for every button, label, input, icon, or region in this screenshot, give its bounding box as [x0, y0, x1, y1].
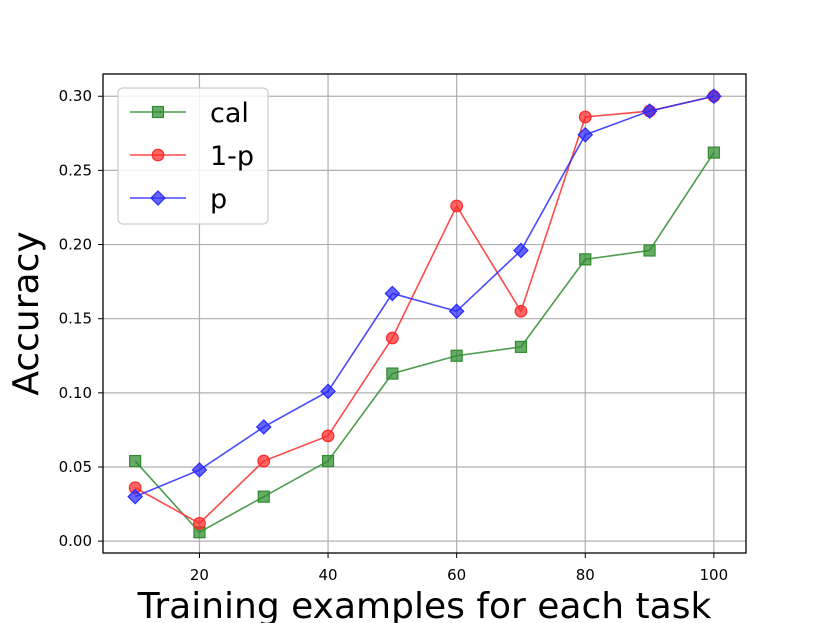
data-point-diamond: [706, 88, 722, 105]
legend-entry-cal: cal: [130, 98, 249, 129]
data-point-circle: [514, 304, 528, 318]
y-tick-label: 0.00: [59, 532, 92, 550]
data-point-diamond: [320, 383, 336, 400]
y-tick-label: 0.25: [59, 161, 92, 179]
data-point-diamond: [577, 126, 594, 143]
data-point-square: [643, 244, 656, 257]
data-point-square: [321, 454, 335, 468]
data-point-diamond: [448, 303, 465, 320]
x-tick-label: 100: [700, 566, 729, 584]
data-point-square: [707, 146, 720, 159]
series-line: [134, 95, 715, 498]
legend-label: 1-p: [210, 141, 254, 172]
y-tick-label: 0.05: [59, 458, 92, 476]
legend-label: p: [210, 184, 227, 215]
data-point-square: [386, 367, 399, 380]
data-point-circle: [385, 331, 399, 345]
legend-entry-1-p: 1-p: [130, 141, 254, 172]
legend-marker-square: [151, 105, 165, 119]
y-tick-label: 0.10: [59, 384, 92, 402]
data-point-circle: [450, 199, 464, 213]
x-tick-label: 60: [447, 566, 466, 584]
data-point-circle: [321, 429, 335, 443]
data-point-diamond: [641, 103, 658, 119]
data-point-diamond: [191, 462, 208, 478]
data-point-diamond: [384, 285, 401, 302]
legend-box: [117, 87, 269, 225]
axis-ticks: 20 40 60 80 100 0.00 0.05 0.10 0.15 0.20 0.25 0.30: [59, 87, 729, 584]
data-point-circle: [578, 110, 592, 124]
data-point-diamond: [255, 419, 272, 435]
x-tick-label: 20: [190, 566, 209, 584]
series-line: [134, 152, 715, 534]
x-tick-label: 40: [319, 566, 338, 584]
data-point-diamond: [513, 242, 529, 259]
data-point-circle: [257, 454, 271, 468]
series-p: [127, 88, 722, 505]
legend: cal 1-p p: [117, 87, 269, 225]
data-point-circle: [193, 516, 206, 530]
y-tick-label: 0.30: [59, 87, 92, 105]
data-point-square: [579, 253, 592, 266]
data-point-square: [450, 349, 463, 362]
x-tick-label: 80: [576, 566, 595, 584]
data-point-diamond: [127, 488, 143, 505]
y-tick-label: 0.20: [59, 236, 92, 254]
data-point-square: [129, 454, 142, 468]
y-axis-title: Accuracy: [6, 231, 47, 395]
x-axis-title: Training examples for each task: [137, 586, 712, 623]
plot-frame: [102, 73, 747, 554]
legend-label: cal: [210, 98, 249, 129]
data-point-square: [514, 340, 528, 353]
series-line: [134, 95, 715, 525]
data-series: [127, 88, 722, 539]
data-point-square: [257, 490, 270, 503]
y-tick-label: 0.15: [59, 310, 92, 328]
legend-marker-circle: [151, 148, 165, 162]
legend-entry-p: p: [130, 184, 227, 215]
series-cal: [129, 146, 720, 539]
legend-marker-diamond: [150, 190, 166, 206]
